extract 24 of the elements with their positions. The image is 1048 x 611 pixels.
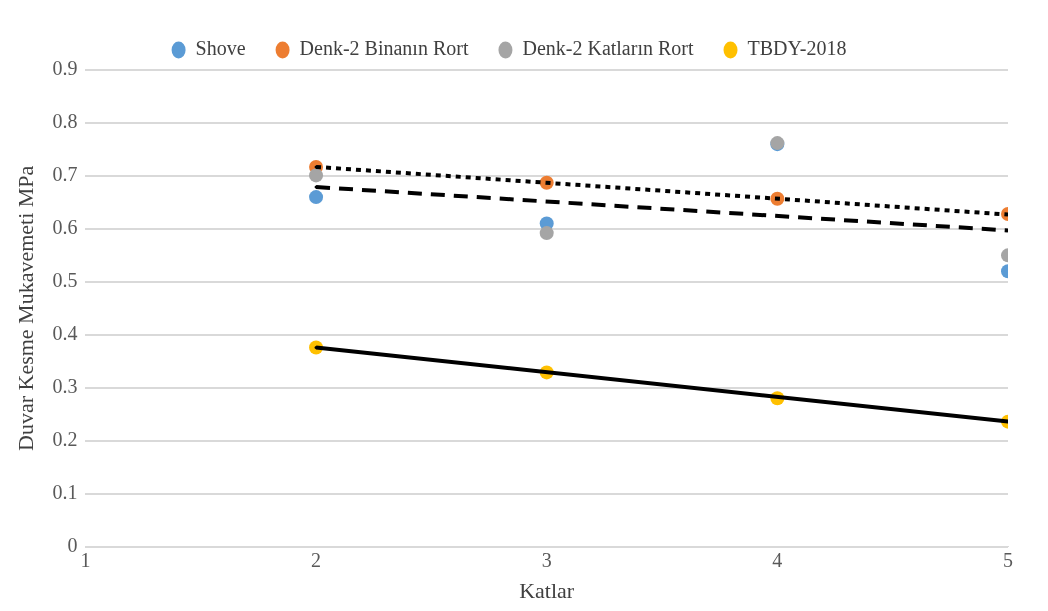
point [309, 190, 324, 205]
x-axis-title: Katlar [519, 577, 575, 603]
x-tick-label: 2 [311, 548, 322, 571]
y-tick-label: 0.2 [52, 427, 78, 450]
x-tick-label: 5 [1003, 548, 1013, 571]
point [309, 168, 324, 183]
y-tick-label: 0.3 [52, 374, 78, 397]
point [539, 226, 554, 241]
y-tick-label: 0.6 [52, 216, 78, 239]
y-tick-label: 0 [67, 533, 78, 556]
y-tick-label: 0.7 [52, 163, 78, 186]
y-tick-label: 0.8 [52, 110, 78, 133]
y-tick-label: 0.1 [52, 480, 78, 503]
legend-label: Denk-2 Binanın Rort [299, 37, 469, 60]
legend-label: Denk-2 Katların Rort [522, 37, 694, 60]
y-tick-label: 0.9 [52, 57, 78, 80]
x-tick-label: 4 [772, 548, 783, 571]
y-tick-label: 0.5 [52, 269, 78, 292]
legend-label: Shove [195, 37, 246, 60]
y-axis-title: Duvar Kesme Mukavemeti MPa [12, 165, 38, 451]
legend-label: TBDY-2018 [747, 37, 847, 60]
x-tick-label: 1 [80, 548, 91, 571]
y-tick-label: 0.4 [52, 322, 78, 345]
x-tick-label: 3 [541, 548, 552, 571]
